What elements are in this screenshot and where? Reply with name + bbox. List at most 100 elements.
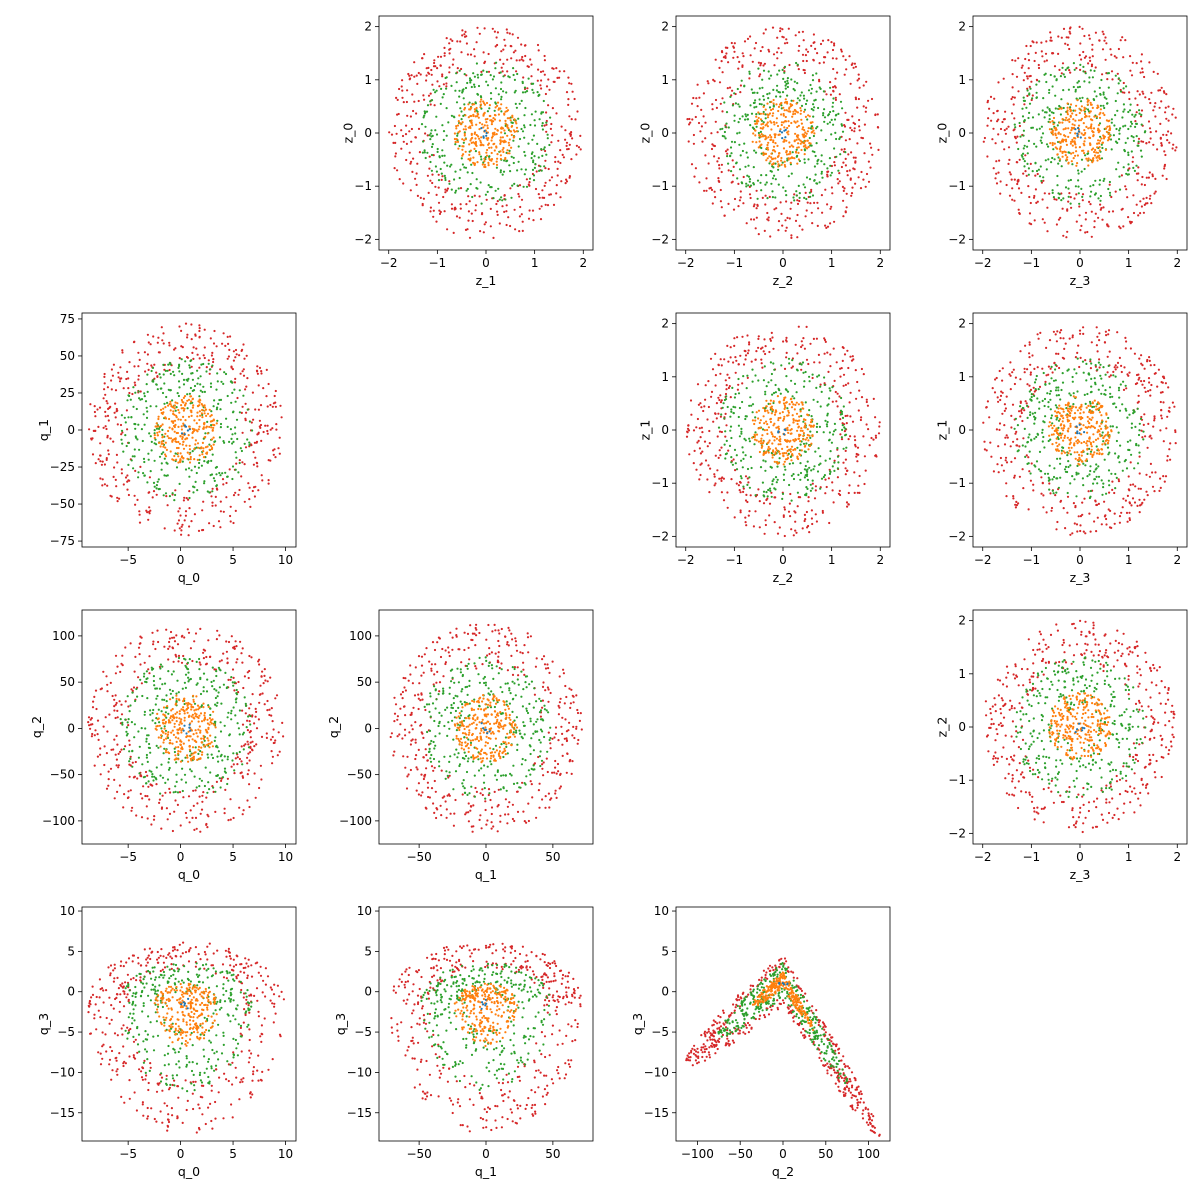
scatter-point — [735, 454, 738, 457]
scatter-point — [485, 70, 488, 73]
scatter-point — [500, 98, 503, 101]
scatter-point — [801, 344, 804, 347]
scatter-point — [768, 447, 772, 450]
scatter-point — [814, 485, 818, 488]
scatter-point — [785, 38, 788, 41]
scatter-point — [773, 64, 776, 67]
scatter-point — [796, 125, 799, 129]
scatter-point — [491, 78, 494, 81]
scatter-point — [755, 115, 758, 118]
scatter-point — [1070, 160, 1073, 163]
scatter-point — [1089, 110, 1092, 113]
scatter-point — [823, 352, 826, 355]
scatter-point — [426, 104, 430, 107]
scatter-point — [1079, 68, 1082, 71]
scatter-point — [1077, 80, 1080, 83]
scatter-point — [131, 455, 134, 458]
scatter-point — [822, 61, 826, 64]
scatter-point — [1087, 150, 1090, 153]
scatter-point — [700, 108, 703, 111]
scatter-point — [429, 103, 432, 106]
scatter-point — [448, 182, 451, 185]
scatter-point — [790, 172, 793, 175]
scatter-point — [234, 356, 237, 359]
scatter-point — [1045, 143, 1049, 146]
scatter-point — [567, 103, 570, 106]
scatter-point — [195, 446, 198, 449]
scatter-point — [814, 98, 817, 101]
scatter-point — [260, 372, 263, 375]
scatter-point — [717, 456, 720, 459]
scatter-point — [787, 157, 790, 160]
scatter-point — [717, 363, 720, 366]
scatter-point — [824, 224, 827, 227]
scatter-point — [1074, 185, 1077, 188]
scatter-point — [273, 448, 276, 451]
scatter-point — [525, 185, 529, 188]
scatter-point — [791, 104, 794, 107]
scatter-point — [738, 131, 741, 134]
scatter-point — [795, 102, 798, 105]
scatter-point — [441, 175, 444, 178]
scatter-point — [1081, 27, 1084, 30]
scatter-point — [510, 45, 513, 48]
scatter-point — [728, 444, 732, 447]
scatter-point — [138, 358, 141, 361]
scatter-point — [1152, 109, 1155, 112]
scatter-point — [496, 43, 499, 47]
scatter-point — [836, 405, 839, 408]
scatter-point — [267, 479, 270, 482]
scatter-point — [162, 411, 165, 414]
scatter-point — [215, 473, 218, 476]
scatter-point — [112, 440, 115, 443]
scatter-point — [445, 189, 449, 192]
scatter-point — [744, 454, 747, 457]
scatter-point — [832, 430, 836, 433]
scatter-point — [718, 477, 721, 480]
scatter-point — [180, 428, 183, 431]
scatter-point — [429, 210, 432, 213]
scatter-point — [192, 357, 195, 360]
scatter-point — [211, 504, 214, 507]
scatter-point — [838, 93, 841, 96]
scatter-point — [532, 159, 535, 162]
scatter-point — [727, 386, 731, 390]
scatter-point — [708, 442, 711, 445]
scatter-point — [733, 92, 736, 95]
scatter-point — [499, 139, 502, 142]
scatter-point — [770, 136, 773, 139]
scatter-point — [1022, 79, 1025, 82]
scatter-point — [721, 110, 724, 113]
scatter-point — [805, 325, 808, 328]
scatter-point — [521, 81, 524, 85]
scatter-point — [508, 164, 511, 167]
scatter-point — [211, 446, 214, 450]
scatter-point — [770, 491, 773, 494]
scatter-point — [780, 113, 783, 116]
scatter-point — [826, 225, 830, 228]
scatter-point — [148, 476, 151, 479]
scatter-point — [722, 402, 725, 405]
scatter-point — [796, 162, 799, 165]
scatter-point — [435, 220, 438, 223]
scatter-point — [1095, 115, 1098, 118]
scatter-point — [797, 124, 801, 127]
scatter-point — [492, 197, 495, 200]
scatter-point — [479, 95, 482, 98]
scatter-point — [748, 341, 751, 344]
scatter-point — [718, 164, 721, 167]
scatter-point — [1082, 70, 1085, 73]
scatter-point — [813, 106, 816, 109]
scatter-point — [816, 52, 819, 55]
scatter-point — [412, 157, 415, 160]
scatter-point — [506, 152, 509, 155]
scatter-point — [478, 121, 481, 124]
scatter-point — [543, 54, 546, 58]
scatter-point — [1051, 85, 1054, 88]
scatter-point — [1069, 202, 1072, 205]
scatter-point — [1082, 65, 1085, 68]
scatter-point — [103, 372, 106, 376]
scatter-point — [762, 95, 765, 98]
scatter-point — [161, 423, 164, 426]
scatter-point — [833, 461, 836, 464]
